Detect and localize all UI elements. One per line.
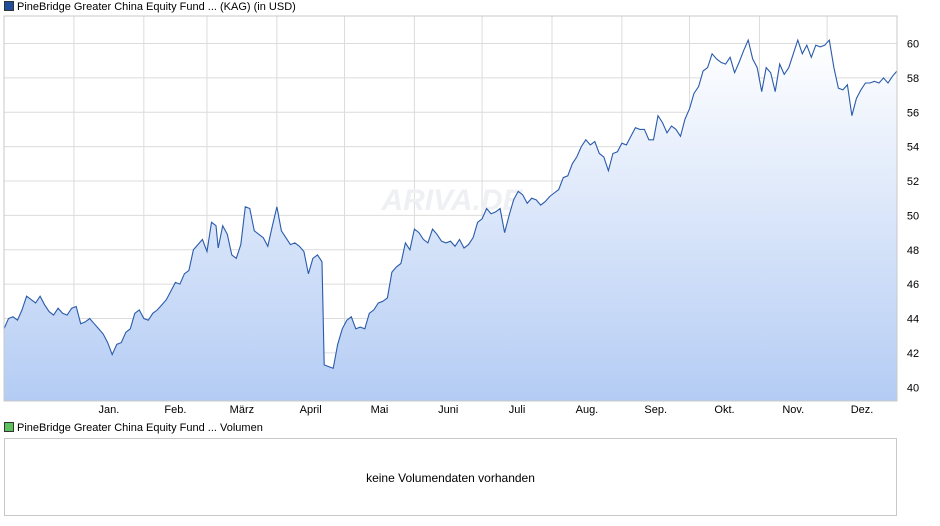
y-tick-label: 42 xyxy=(907,348,919,360)
plot-frame xyxy=(3,15,898,402)
x-tick-label: Juli xyxy=(509,404,526,416)
price-legend-swatch xyxy=(4,1,14,11)
x-tick-label: Feb. xyxy=(164,404,186,416)
volume-legend-swatch xyxy=(4,422,14,432)
x-tick-label: April xyxy=(300,404,322,416)
price-legend-tag-kag: (KAG) xyxy=(220,1,251,13)
price-line xyxy=(3,38,898,370)
x-tick-label: Nov. xyxy=(782,404,804,416)
price-chart: ARIVA.DE Jan. Feb. März April Mai Juni Juli Aug… xyxy=(3,15,919,416)
y-tick-label: 40 xyxy=(907,382,919,394)
x-tick-label: Jan. xyxy=(98,404,119,416)
x-tick-label: Mai xyxy=(371,404,389,416)
volume-legend-tag: Volumen xyxy=(220,422,263,434)
y-tick-label: 60 xyxy=(907,39,919,51)
price-area xyxy=(4,40,897,401)
volume-empty-message: keine Volumendaten vorhanden xyxy=(366,471,535,485)
y-tick-label: 58 xyxy=(907,73,919,85)
price-legend: PineBridge Greater China Equity Fund ...… xyxy=(4,1,296,14)
y-tick-label: 54 xyxy=(907,142,919,154)
x-tick-label: Okt. xyxy=(714,404,734,416)
volume-panel: keine Volumendaten vorhanden xyxy=(4,438,897,516)
y-tick-label: 46 xyxy=(907,279,919,291)
y-tick-label: 52 xyxy=(907,176,919,188)
x-tick-label: Dez. xyxy=(851,404,874,416)
watermark-text: ARIVA.DE xyxy=(380,184,523,217)
y-axis-labels: 40 42 44 46 48 50 52 54 56 58 60 xyxy=(907,39,919,395)
y-tick-label: 50 xyxy=(907,210,919,222)
x-tick-label: Aug. xyxy=(576,404,599,416)
x-tick-label: Sep. xyxy=(644,404,667,416)
x-axis-labels: Jan. Feb. März April Mai Juni Juli Aug. Sep. Okt.… xyxy=(98,404,873,416)
x-tick-label: Juni xyxy=(438,404,458,416)
price-legend-name: PineBridge Greater China Equity Fund ... xyxy=(17,1,217,13)
y-tick-label: 48 xyxy=(907,245,919,257)
volume-legend-name: PineBridge Greater China Equity Fund ... xyxy=(17,422,217,434)
volume-legend: PineBridge Greater China Equity Fund ...… xyxy=(4,422,263,435)
y-tick-label: 56 xyxy=(907,107,919,119)
price-legend-tag-currency: (in USD) xyxy=(253,1,296,13)
x-tick-label: März xyxy=(230,404,254,416)
y-tick-label: 44 xyxy=(907,314,919,326)
